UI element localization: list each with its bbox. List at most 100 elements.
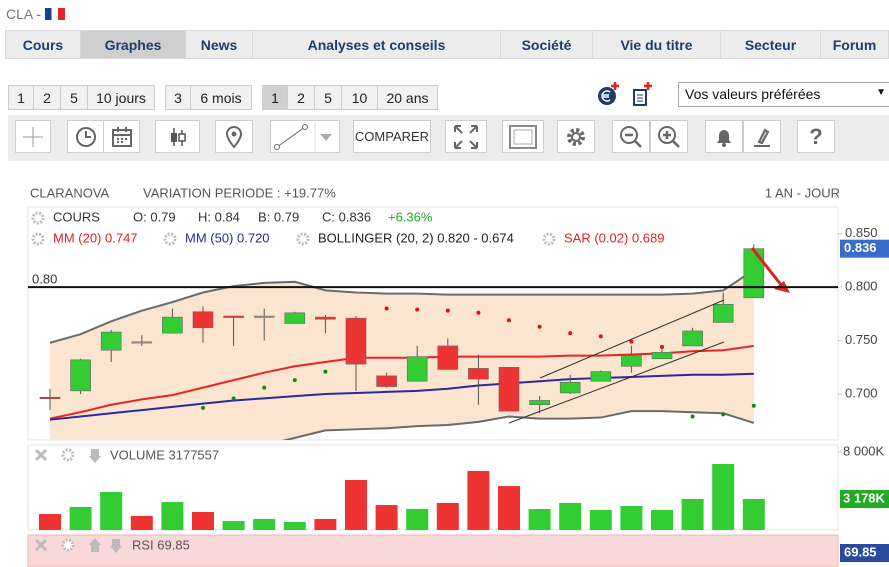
- candle-body: [192, 311, 214, 329]
- ticker: CLA -: [6, 6, 65, 22]
- sar-dot: [598, 334, 603, 339]
- compare-button[interactable]: COMPARER: [353, 120, 431, 153]
- volume-bar: [39, 514, 61, 530]
- fullscreen-button[interactable]: [445, 120, 487, 153]
- settings-button[interactable]: [557, 120, 595, 153]
- volume-bar: [375, 505, 398, 530]
- legend-text: SAR (0.02) 0.689: [564, 230, 664, 245]
- period-button[interactable]: 3: [165, 85, 191, 110]
- period-button[interactable]: 10 jours: [87, 85, 155, 110]
- sar-dot: [690, 414, 695, 419]
- crosshair-button[interactable]: [15, 120, 51, 153]
- legend-text: C: 0.836: [322, 209, 371, 224]
- volume-last-label: 3 178K: [843, 490, 886, 505]
- candle-body: [253, 315, 275, 318]
- nav-tab[interactable]: Forum: [820, 30, 889, 59]
- sar-dot: [568, 331, 573, 336]
- volume-bar: [253, 518, 276, 530]
- sar-dot: [660, 345, 664, 350]
- icon: [274, 121, 332, 152]
- icon: [567, 127, 585, 146]
- euro-icon: [598, 87, 616, 105]
- volume-bar: [222, 521, 245, 530]
- watchlist-select[interactable]: Vos valeurs préférées ▼: [678, 82, 889, 107]
- sar-dot: [751, 403, 756, 408]
- rsi-panel: [27, 534, 839, 567]
- sar-dot: [231, 396, 236, 401]
- candle-body: [712, 303, 734, 323]
- nav-tab[interactable]: Secteur: [720, 30, 821, 59]
- volume-bar: [192, 511, 214, 530]
- plus: [644, 82, 652, 90]
- rsi-last-box: [840, 544, 889, 562]
- action-icons[interactable]: [596, 82, 656, 108]
- period-button[interactable]: 2: [33, 85, 61, 110]
- candle-button[interactable]: [155, 120, 200, 153]
- doc-lines: [637, 94, 643, 102]
- period-button[interactable]: 6 mois: [190, 85, 252, 110]
- legend-text: MM (20) 0.747: [53, 230, 138, 245]
- euro-glyph: [601, 90, 611, 102]
- icon: [170, 127, 186, 146]
- candle-body: [284, 312, 306, 324]
- period-button[interactable]: 1: [262, 85, 288, 110]
- legend-text: B: 0.79: [258, 209, 299, 224]
- candle-body: [682, 330, 703, 347]
- sar-dot: [323, 369, 328, 374]
- nav-tab[interactable]: News: [185, 30, 253, 59]
- sar-dot: [384, 306, 389, 311]
- analysis-button[interactable]: [743, 120, 781, 153]
- alert-button[interactable]: [705, 120, 743, 153]
- zoom-in-button[interactable]: [650, 120, 688, 153]
- candle-body: [315, 316, 336, 320]
- zoom-out-button[interactable]: [612, 120, 650, 153]
- bollinger-upper: [49, 269, 755, 344]
- calendar-button[interactable]: [103, 120, 140, 153]
- period-button[interactable]: 2: [287, 85, 315, 110]
- sar-dot: [537, 324, 542, 329]
- period-button[interactable]: 1: [8, 85, 34, 110]
- nav-tab[interactable]: Graphes: [80, 30, 186, 59]
- volume-bar: [467, 471, 490, 530]
- candle-body: [223, 315, 244, 318]
- marker-button[interactable]: [215, 120, 253, 153]
- sar-dot: [445, 308, 450, 313]
- nav-tab[interactable]: Cours: [5, 30, 81, 59]
- volume-bar: [314, 518, 337, 530]
- volume-bar: [345, 479, 367, 530]
- legend-text: H: 0.84: [198, 209, 240, 224]
- volume-bar: [69, 506, 92, 530]
- nav-tab[interactable]: Société: [500, 30, 593, 59]
- legend-text: MM (50) 0.720: [185, 230, 270, 245]
- period-button[interactable]: 10: [341, 85, 378, 110]
- nav-tab[interactable]: Analyses et conseils: [252, 30, 501, 59]
- candle-body: [162, 316, 183, 334]
- icon: [111, 126, 132, 147]
- reference-label: 0.80: [32, 272, 57, 287]
- select-arrow: ▼: [876, 87, 886, 98]
- candle-body: [651, 352, 673, 360]
- volume-bar: [620, 506, 643, 530]
- volume-bar: [559, 502, 582, 530]
- last-price-label: 0.836: [844, 240, 877, 255]
- candle-body: [39, 396, 61, 400]
- volume-bar: [528, 509, 551, 530]
- candle-body: [590, 371, 612, 382]
- help-button[interactable]: ?: [797, 120, 835, 153]
- line-tool-button[interactable]: [270, 120, 340, 153]
- nav-tab[interactable]: Vie du titre: [592, 30, 721, 59]
- volume-bar: [651, 510, 673, 530]
- icon: [23, 126, 43, 147]
- arrow: [750, 247, 784, 287]
- volume-last-box: [840, 490, 889, 509]
- sar-dot: [415, 307, 420, 312]
- frame-button[interactable]: [502, 120, 544, 153]
- candle-body: [559, 381, 581, 394]
- ticker-text: CLA -: [6, 6, 42, 22]
- candle-body: [406, 356, 428, 382]
- sar-dot: [507, 318, 511, 323]
- ma20-line: [49, 344, 754, 420]
- candle-body: [498, 367, 520, 412]
- period-button[interactable]: 20 ans: [377, 85, 438, 110]
